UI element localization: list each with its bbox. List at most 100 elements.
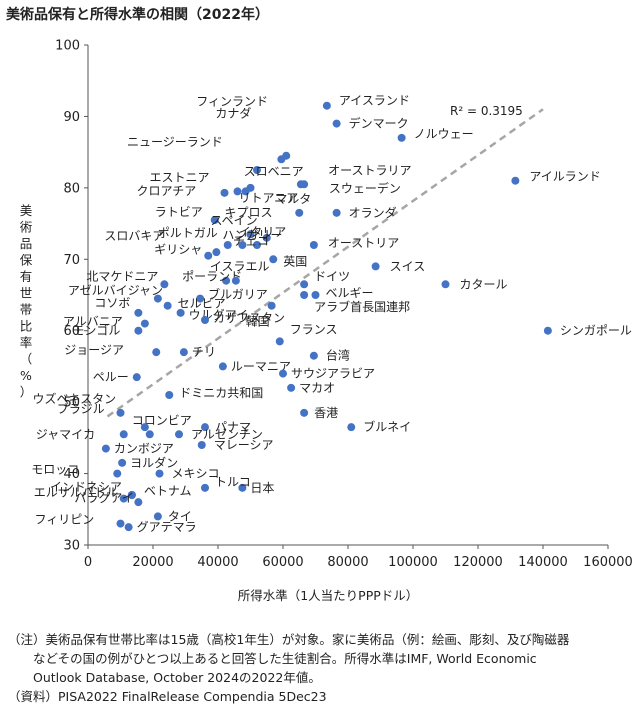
data-point — [397, 133, 406, 142]
data-point-label: クロアチア — [137, 184, 197, 198]
data-point-label: フランス — [290, 322, 338, 336]
y-tick-label: 90 — [63, 110, 80, 125]
data-point — [134, 308, 143, 317]
data-point — [134, 498, 143, 507]
data-point — [163, 301, 172, 310]
data-point — [233, 187, 242, 196]
data-point-label: ブルネイ — [363, 419, 411, 434]
data-point-label: ルーマニア — [231, 359, 291, 373]
data-point-label: イタリア — [239, 225, 287, 239]
data-point-label: カザフスタン — [213, 311, 285, 325]
data-point-label: ブルガリア — [208, 287, 268, 302]
data-point — [134, 326, 143, 335]
data-point-label: ポルトガル — [158, 226, 218, 240]
data-point — [309, 241, 318, 249]
data-point-label: カタール — [460, 277, 508, 291]
x-tick-label: 120000 — [453, 555, 503, 570]
data-point-label: リトアニア — [239, 191, 299, 205]
data-point-label: ジョージア — [64, 343, 124, 357]
data-point — [543, 326, 552, 335]
r2-label: R² = 0.3195 — [450, 104, 523, 118]
data-point-label: ドイツ — [314, 269, 350, 283]
data-point — [441, 280, 450, 289]
data-point-label: ヨルダン — [130, 455, 178, 470]
data-point-label: マルタ — [275, 192, 311, 206]
data-point-label: エストニア — [150, 170, 210, 184]
data-point-label: 韓国 — [246, 315, 270, 329]
data-point — [116, 408, 125, 417]
y-tick-label: 40 — [63, 467, 80, 482]
data-point — [279, 369, 287, 378]
data-point — [220, 188, 229, 197]
data-point-label: スペイン — [211, 213, 258, 227]
data-point — [201, 483, 209, 492]
data-point-label: スロバキア — [104, 229, 164, 243]
data-point-label: ハンガリー — [222, 228, 282, 242]
x-tick-label: 100000 — [388, 555, 438, 570]
x-tick-label: 80000 — [327, 555, 368, 570]
data-point — [119, 494, 128, 503]
data-point — [300, 408, 309, 417]
note-line: Outlook Database, October 2024の2022年値。 — [8, 670, 321, 685]
data-point-label: カナダ — [215, 105, 251, 120]
data-point-label: フィンランド — [196, 95, 268, 109]
data-point-label: ベトナム — [144, 484, 192, 498]
data-point — [231, 276, 240, 285]
data-point-label: マカオ — [299, 381, 335, 395]
trendline — [106, 108, 544, 418]
data-point — [196, 294, 205, 303]
data-point-label: アルゼンチン — [191, 427, 263, 441]
data-point — [253, 241, 261, 249]
data-point — [201, 423, 209, 432]
data-point — [153, 512, 162, 521]
data-point-label: ペルー — [93, 370, 129, 384]
data-point — [246, 230, 255, 239]
data-point-label: パラグアイ — [74, 491, 133, 505]
data-point-label: インドネシア — [50, 480, 122, 494]
data-point-label: タイ — [168, 509, 192, 523]
data-point-label: ベルギー — [326, 286, 374, 300]
x-tick-label: 40000 — [197, 555, 238, 570]
data-point — [311, 291, 320, 299]
data-point-label: アイルランド — [529, 170, 600, 184]
data-point — [118, 458, 127, 467]
data-point — [179, 348, 188, 357]
note-line: などその国の例がひとつ以上あると回答した生徒割合。所得水準はIMF, World… — [8, 651, 537, 666]
data-point — [269, 255, 278, 264]
data-point-label: フィリピン — [35, 513, 95, 527]
x-tick-label: 160000 — [583, 555, 633, 570]
data-point-label: マレーシア — [214, 438, 274, 452]
data-point-label: エルサルバドル — [34, 486, 118, 500]
data-point — [140, 319, 149, 328]
data-point — [204, 251, 213, 260]
data-point — [253, 166, 261, 174]
data-point-label: トルコ — [215, 475, 251, 489]
data-point — [371, 262, 380, 271]
data-point — [222, 276, 231, 285]
x-tick-label: 0 — [84, 555, 92, 570]
data-point — [309, 351, 318, 360]
data-point — [160, 280, 169, 289]
note-line: （注）美術品保有世帯比率は15歳（高校1年生）が対象。家に美術品（例：絵画、彫刻… — [8, 632, 570, 647]
data-point — [277, 155, 286, 164]
y-tick-label: 100 — [55, 39, 80, 54]
data-point-label: ウズベキスタン — [33, 391, 117, 406]
data-point — [153, 294, 162, 303]
notes: （注）美術品保有世帯比率は15歳（高校1年生）が対象。家に美術品（例：絵画、彫刻… — [8, 630, 636, 706]
data-point — [296, 180, 305, 189]
data-point-label: チリ — [192, 345, 216, 359]
data-point — [152, 348, 161, 357]
data-point-label: ニュージーランド — [127, 135, 223, 149]
data-point-label: グアテマラ — [137, 520, 197, 534]
data-point-label: デンマーク — [349, 116, 409, 131]
y-axis-label: 美術品保有世帯比率（%） — [20, 203, 33, 400]
data-point — [223, 241, 232, 249]
data-point-label: ラトビア — [155, 205, 203, 219]
data-point-label: スロベニア — [244, 164, 304, 178]
data-point-label: スイス — [390, 259, 426, 273]
data-point — [127, 491, 136, 499]
data-point — [300, 291, 309, 299]
x-tick-label: 60000 — [262, 555, 303, 570]
data-point — [116, 519, 125, 528]
data-point-label: 英国 — [283, 254, 307, 268]
